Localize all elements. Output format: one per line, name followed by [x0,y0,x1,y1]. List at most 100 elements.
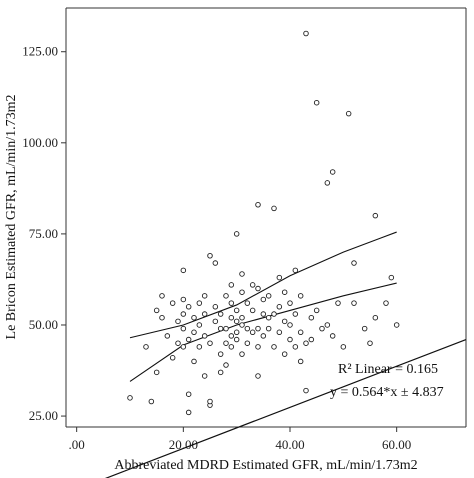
data-point [233,307,240,314]
y-axis-title: Le Bricon Estimated GFR, mL/min/1.73m2 [4,95,19,340]
data-point [217,351,224,357]
data-point [329,169,336,175]
data-point [249,307,256,314]
data-point [201,373,208,379]
data-point [159,293,165,299]
data-point [335,300,341,306]
data-point [260,311,267,317]
data-point [297,329,304,336]
data-point [255,373,261,379]
data-point [276,329,283,336]
data-point [169,300,176,306]
data-point [249,329,256,336]
data-point [180,325,187,332]
data-point [292,267,299,274]
data-point [196,300,203,306]
data-point [388,274,395,281]
y-tick-label: 100.00 [22,135,58,150]
data-point [217,369,224,376]
data-point [372,314,379,321]
data-point [180,267,187,274]
data-point [196,344,203,350]
data-point [303,340,309,346]
y-tick-label: 25.00 [29,408,58,423]
data-point [207,340,213,346]
data-point [319,325,325,332]
data-point [324,322,331,328]
data-point [239,351,245,357]
data-point [191,314,197,321]
data-point [228,300,235,306]
data-point [351,260,357,266]
data-point [271,344,277,350]
data-point [313,307,320,314]
data-points [127,30,400,416]
data-point [287,300,293,306]
data-point [281,289,288,295]
data-point [383,300,389,306]
data-point [244,340,251,346]
data-point [260,333,267,339]
data-point [223,362,229,368]
data-point [345,110,352,117]
data-point [175,340,181,346]
data-point [340,344,347,350]
lower-confidence-curve [129,282,397,382]
data-point [281,318,288,325]
data-point [185,409,192,416]
data-point [217,325,224,332]
y-tick-label: 125.00 [22,44,58,59]
data-point [276,274,283,281]
data-point [207,253,213,259]
data-point [185,336,192,343]
data-point [228,344,235,350]
data-point [159,314,165,321]
data-point [191,329,197,336]
x-tick-label: 60.00 [382,437,411,452]
data-point [393,322,400,328]
x-tick-label: 40.00 [275,437,304,452]
data-point [329,333,336,339]
data-point [180,296,187,303]
data-point [265,314,272,321]
data-point [223,340,229,346]
y-tick-label: 50.00 [29,317,58,332]
data-point [196,322,203,328]
data-point [164,333,171,339]
data-point [297,293,304,299]
data-point [127,395,133,401]
data-point [212,304,219,310]
data-point [249,282,256,288]
data-point [223,293,229,299]
data-point [367,340,373,346]
data-point [308,314,315,321]
data-point [228,333,235,339]
axes [65,7,467,428]
y-tick-label: 75.00 [29,226,58,241]
data-point [228,282,235,288]
data-point [233,336,240,343]
data-point [281,351,288,357]
data-point [244,300,251,306]
data-point [233,329,240,336]
data-point [372,212,379,219]
data-point [228,314,235,321]
data-point [212,318,219,325]
data-point [276,304,283,310]
data-point [308,336,315,343]
data-point [271,311,277,317]
data-point [212,260,219,266]
data-point [303,387,309,394]
data-point [265,293,272,299]
data-point [201,293,208,299]
data-point [255,344,261,350]
data-point [239,289,245,295]
upper-confidence-curve [129,231,397,339]
data-point [185,304,192,310]
data-point [223,325,229,332]
data-point [260,296,267,303]
fit-lines [104,231,467,478]
data-point [148,398,155,405]
data-point [207,398,213,405]
